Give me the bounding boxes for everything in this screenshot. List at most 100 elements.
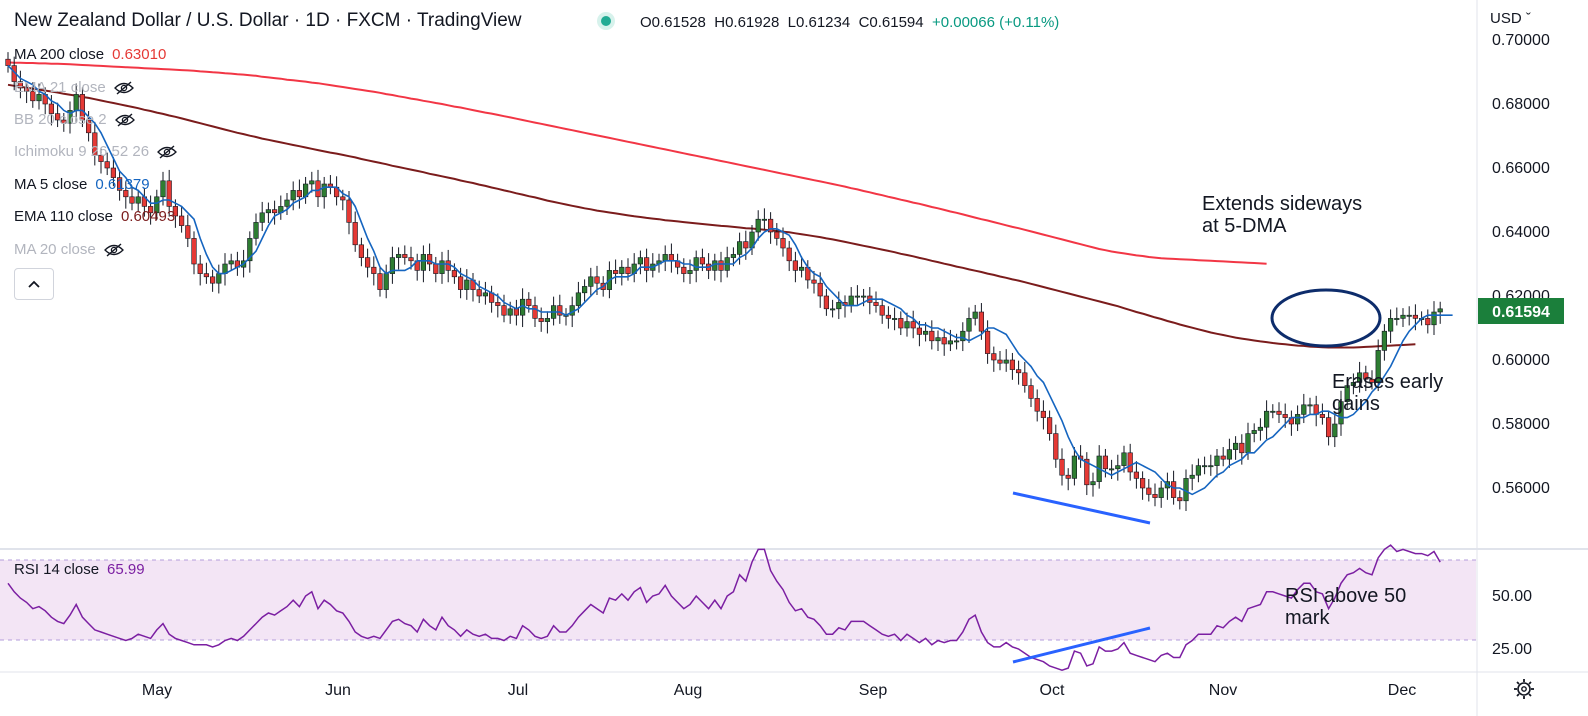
- currency-selector[interactable]: USD ˇ: [1490, 10, 1531, 27]
- candle[interactable]: [1381, 324, 1387, 361]
- ema110-line[interactable]: [7, 83, 1416, 349]
- candle[interactable]: [960, 322, 966, 352]
- candle[interactable]: [172, 199, 179, 228]
- candle[interactable]: [23, 80, 30, 104]
- candle[interactable]: [997, 351, 1003, 371]
- candle[interactable]: [253, 213, 259, 246]
- candle[interactable]: [61, 112, 67, 132]
- candle[interactable]: [1270, 404, 1276, 419]
- candle[interactable]: [1332, 415, 1338, 448]
- candle[interactable]: [364, 248, 371, 278]
- hidden-eye-icon[interactable]: [103, 242, 124, 257]
- candle[interactable]: [1264, 400, 1270, 440]
- candle[interactable]: [1009, 352, 1015, 380]
- candle[interactable]: [464, 269, 470, 300]
- candle[interactable]: [185, 214, 191, 248]
- candle[interactable]: [1350, 373, 1356, 395]
- candle[interactable]: [358, 237, 365, 267]
- candle[interactable]: [532, 296, 538, 328]
- candle[interactable]: [1326, 410, 1332, 446]
- candle[interactable]: [1375, 339, 1381, 392]
- hidden-eye-icon[interactable]: [157, 144, 178, 159]
- candle[interactable]: [619, 260, 625, 286]
- candle[interactable]: [265, 202, 272, 224]
- candle[interactable]: [755, 210, 761, 241]
- candle[interactable]: [1363, 365, 1369, 392]
- candle[interactable]: [476, 280, 482, 304]
- candle[interactable]: [1425, 309, 1431, 334]
- candle[interactable]: [92, 121, 98, 166]
- candle[interactable]: [991, 346, 997, 372]
- candle[interactable]: [966, 307, 972, 344]
- candle[interactable]: [371, 256, 377, 286]
- candle[interactable]: [98, 148, 104, 174]
- candle[interactable]: [1040, 400, 1046, 430]
- candle[interactable]: [420, 245, 427, 283]
- candle[interactable]: [891, 307, 898, 331]
- candle[interactable]: [786, 240, 792, 272]
- indicator-row[interactable]: MA 5 close 0.61379: [14, 176, 150, 193]
- candle[interactable]: [575, 281, 581, 313]
- ma5-line[interactable]: [7, 65, 1453, 496]
- candle[interactable]: [1431, 301, 1437, 336]
- candle[interactable]: [1053, 424, 1059, 468]
- candle[interactable]: [36, 83, 42, 110]
- candle[interactable]: [953, 333, 960, 350]
- candle[interactable]: [829, 299, 836, 318]
- candle[interactable]: [30, 82, 36, 108]
- candle[interactable]: [1319, 403, 1325, 425]
- candle[interactable]: [1015, 360, 1022, 385]
- candle[interactable]: [1406, 306, 1412, 326]
- candle[interactable]: [736, 232, 743, 265]
- candle[interactable]: [1127, 443, 1133, 481]
- indicator-row[interactable]: BB 20 close 2: [14, 111, 135, 128]
- candle[interactable]: [1028, 378, 1034, 408]
- candle[interactable]: [1214, 448, 1220, 478]
- candle[interactable]: [898, 311, 904, 336]
- candle[interactable]: [1152, 483, 1158, 507]
- candle[interactable]: [402, 245, 408, 265]
- indicator-row[interactable]: Ichimoku 9 26 52 26: [14, 143, 178, 160]
- candle[interactable]: [290, 181, 296, 211]
- candle[interactable]: [1276, 402, 1282, 424]
- candle[interactable]: [854, 285, 860, 305]
- candle[interactable]: [885, 306, 891, 329]
- candle[interactable]: [1003, 349, 1009, 372]
- candle[interactable]: [1065, 468, 1071, 491]
- candle[interactable]: [1357, 361, 1363, 393]
- candle[interactable]: [792, 251, 798, 283]
- candle[interactable]: [1084, 452, 1090, 496]
- candle[interactable]: [941, 328, 947, 356]
- candle[interactable]: [879, 298, 885, 324]
- candle[interactable]: [495, 293, 501, 318]
- candle[interactable]: [17, 70, 24, 99]
- candle[interactable]: [321, 176, 327, 209]
- candle[interactable]: [271, 200, 278, 225]
- candle[interactable]: [798, 256, 805, 278]
- candle[interactable]: [110, 157, 116, 187]
- candle[interactable]: [439, 251, 445, 284]
- candle[interactable]: [377, 266, 383, 297]
- candle[interactable]: [557, 294, 563, 324]
- candle[interactable]: [637, 250, 643, 275]
- candle[interactable]: [79, 87, 85, 128]
- candle[interactable]: [1388, 309, 1394, 344]
- candle[interactable]: [203, 262, 210, 284]
- ma200-line[interactable]: [7, 61, 1267, 265]
- candle[interactable]: [1059, 448, 1065, 486]
- candle[interactable]: [309, 171, 315, 193]
- candle[interactable]: [426, 243, 433, 272]
- candle[interactable]: [228, 253, 234, 272]
- candle[interactable]: [972, 304, 978, 326]
- indicator-row[interactable]: EMA 21 close: [14, 79, 134, 96]
- candle[interactable]: [389, 246, 396, 284]
- rsi-line[interactable]: [7, 544, 1441, 671]
- indicator-row[interactable]: MA 200 close 0.63010: [14, 46, 166, 63]
- candle[interactable]: [154, 189, 160, 220]
- candle[interactable]: [1195, 458, 1201, 483]
- candle[interactable]: [135, 189, 141, 212]
- candle[interactable]: [581, 279, 588, 302]
- candle[interactable]: [860, 288, 867, 307]
- candle[interactable]: [718, 251, 724, 283]
